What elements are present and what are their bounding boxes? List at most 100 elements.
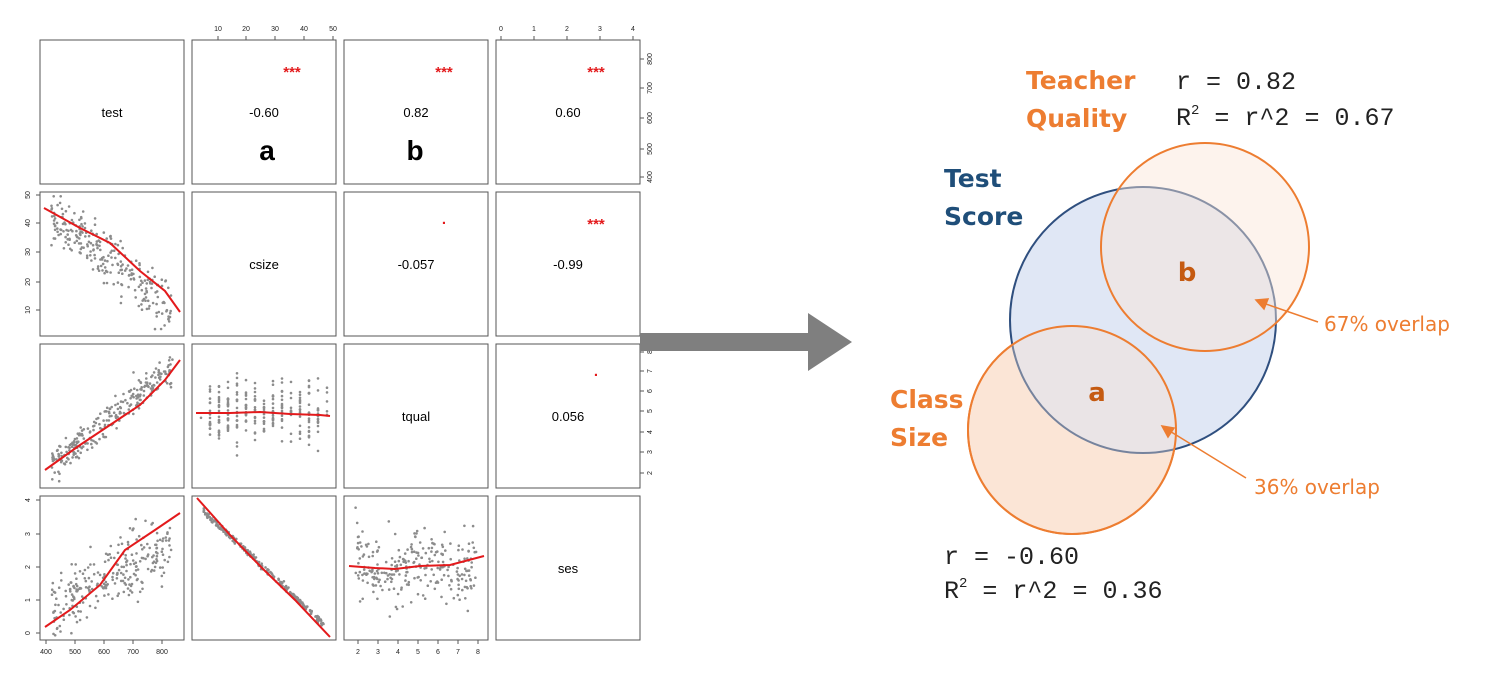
tick-bottom-test: 700 bbox=[127, 649, 139, 656]
venn-letter-a: a bbox=[1088, 378, 1106, 408]
scatter-point bbox=[407, 559, 410, 563]
scatter-point bbox=[84, 579, 88, 583]
scatter-point bbox=[371, 550, 375, 554]
scatter-point bbox=[119, 579, 123, 583]
scatter-point bbox=[294, 595, 298, 599]
scatter-point bbox=[440, 595, 443, 599]
scatter-point bbox=[406, 548, 409, 551]
tick-top-ses: 4 bbox=[631, 26, 635, 33]
scatter-point bbox=[151, 301, 155, 305]
scatter-point bbox=[447, 574, 450, 578]
diag-label-ses: ses bbox=[558, 561, 579, 576]
scatter-point bbox=[92, 428, 95, 432]
scatter-point bbox=[91, 243, 95, 247]
scatter-point bbox=[90, 442, 93, 446]
scatter-point bbox=[168, 544, 171, 547]
scatter-point bbox=[298, 432, 302, 436]
scatter-point bbox=[253, 390, 257, 394]
scatter-point bbox=[410, 547, 414, 551]
scatter-point bbox=[135, 394, 138, 398]
scatter-point bbox=[208, 388, 212, 391]
scatter-point bbox=[280, 426, 284, 429]
scatter-point bbox=[96, 246, 99, 250]
test-score-label-line1: Test bbox=[944, 164, 1002, 193]
scatter-point bbox=[98, 244, 101, 248]
scatter-point bbox=[168, 369, 171, 372]
scatter-point bbox=[116, 407, 120, 411]
scatter-point bbox=[358, 570, 362, 574]
scatter-point bbox=[155, 558, 158, 561]
tick-bottom-tqual: 7 bbox=[456, 649, 460, 656]
scatter-point bbox=[309, 612, 313, 616]
scatter-point bbox=[56, 448, 59, 452]
scatter-point bbox=[465, 569, 468, 573]
scatter-point bbox=[289, 406, 293, 410]
scatter-point bbox=[421, 547, 425, 550]
scatter-point bbox=[142, 546, 146, 549]
scatter-point bbox=[316, 449, 320, 453]
scatter-point bbox=[162, 370, 166, 373]
scatter-point bbox=[144, 287, 148, 290]
scatter-point bbox=[298, 410, 302, 414]
stats-top-R: R bbox=[1176, 104, 1191, 133]
scatter-point bbox=[385, 571, 388, 575]
scatter-point bbox=[364, 543, 368, 547]
scatter-point bbox=[140, 543, 143, 547]
scatter-point bbox=[398, 573, 401, 576]
scatter-point bbox=[298, 393, 302, 397]
panel-ses-test-scatter bbox=[39, 495, 185, 641]
scatter-point bbox=[443, 530, 447, 534]
tick-right-test: 400 bbox=[647, 171, 654, 183]
scatter-point bbox=[168, 356, 172, 359]
scatter-point bbox=[421, 594, 425, 597]
scatter-point bbox=[115, 427, 118, 430]
scatter-point bbox=[301, 601, 304, 604]
scatter-point bbox=[99, 258, 102, 261]
scatter-point bbox=[166, 532, 169, 535]
scatter-point bbox=[325, 410, 329, 413]
scatter-point bbox=[155, 531, 159, 535]
scatter-point bbox=[440, 578, 444, 581]
scatter-point bbox=[155, 546, 159, 550]
scatter-point bbox=[162, 300, 165, 304]
scatter-point bbox=[303, 605, 306, 608]
scatter-point bbox=[467, 550, 470, 553]
scatter-point bbox=[93, 223, 97, 226]
tick-bottom-tqual: 5 bbox=[416, 649, 420, 656]
scatter-point bbox=[50, 466, 54, 469]
scatter-point bbox=[280, 381, 284, 384]
scatter-point bbox=[107, 419, 111, 422]
scatter-point bbox=[52, 219, 56, 222]
scatter-point bbox=[57, 479, 61, 483]
scatter-point bbox=[103, 271, 106, 275]
scatter-point bbox=[127, 285, 130, 289]
scatter-point bbox=[104, 410, 107, 413]
scatter-point bbox=[413, 576, 416, 580]
scatter-point bbox=[139, 393, 142, 397]
tick-top-csize: 50 bbox=[329, 26, 337, 33]
scatter-point bbox=[158, 538, 162, 542]
scatter-point bbox=[120, 565, 123, 569]
stats-bottom-R-sup: 2 bbox=[959, 576, 967, 592]
tick-left-ses: 4 bbox=[25, 498, 32, 502]
loess-curve-ses-test bbox=[44, 512, 181, 628]
scatter-point bbox=[70, 218, 74, 222]
scatter-point bbox=[217, 420, 221, 424]
scatter-point bbox=[244, 405, 248, 409]
scatter-point bbox=[262, 402, 266, 406]
scatter-point bbox=[116, 243, 120, 247]
scatter-point bbox=[376, 572, 380, 575]
scatter-point bbox=[271, 422, 275, 426]
scatter-point bbox=[424, 551, 428, 555]
panel-tqual-diagonal bbox=[343, 343, 489, 489]
scatter-point bbox=[316, 409, 320, 412]
scatter-point bbox=[222, 530, 225, 533]
scatter-point bbox=[392, 573, 396, 576]
annotation-a: a bbox=[259, 135, 275, 166]
scatter-point bbox=[262, 422, 266, 426]
scatter-point bbox=[374, 584, 378, 587]
scatter-point bbox=[168, 555, 171, 559]
scatter-point bbox=[434, 581, 438, 584]
scatter-point bbox=[114, 403, 117, 407]
scatter-point bbox=[423, 526, 426, 530]
